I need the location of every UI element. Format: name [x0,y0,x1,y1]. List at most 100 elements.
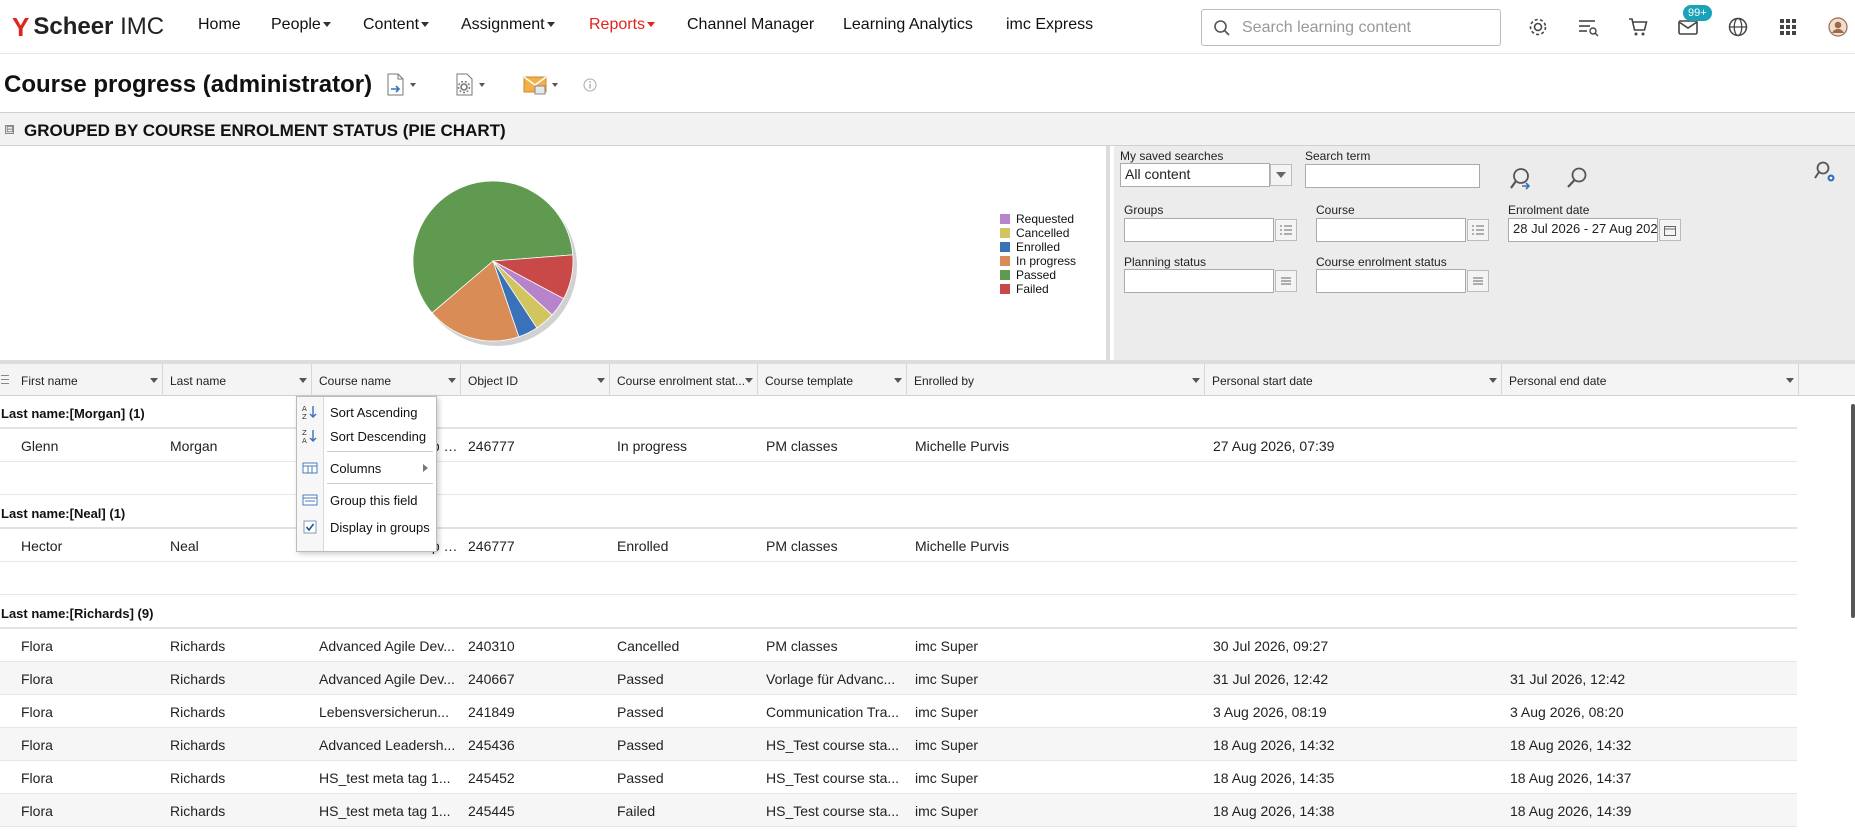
column-menu-chevron-icon[interactable] [745,378,753,383]
planning-status-input[interactable] [1124,269,1274,293]
nav-content[interactable]: Content [363,16,430,34]
saved-searches-select[interactable]: All content [1120,163,1270,187]
table-cell: 245452 [468,770,515,786]
column-header-course-name[interactable]: Course name [312,364,461,396]
table-row[interactable]: Flora Richards HS_test meta tag 1... 245445… [0,794,1797,827]
nav-reports[interactable]: Reports [589,16,656,34]
column-header-enrolled-by[interactable]: Enrolled by [907,364,1205,396]
table-cell: PM classes [766,538,838,554]
user-settings-icon[interactable] [1813,160,1837,189]
email-report-button[interactable] [523,72,558,98]
column-header-label: Course enrolment stat... [617,374,746,388]
search-input[interactable] [1242,17,1492,39]
group-row[interactable]: Last name:[Morgan] (1) [0,396,1797,429]
table-row[interactable]: Flora Richards Advanced Agile Dev... 240310… [0,629,1797,662]
nav-channel-manager[interactable]: Channel Manager [687,16,815,33]
course-enrolment-status-input[interactable] [1316,269,1466,293]
column-menu-chevron-icon[interactable] [597,378,605,383]
column-menu-chevron-icon[interactable] [894,378,902,383]
table-cell: Communication Tra... [766,704,900,720]
search-term-input[interactable] [1305,164,1480,188]
table-cell: In progress [617,438,688,454]
pie-slice-in-progress[interactable] [431,260,520,342]
groups-picker-button[interactable] [1275,219,1297,241]
table-cell: 18 Aug 2026, 14:37 [1510,770,1632,786]
checkbox-checked-icon[interactable] [302,519,318,535]
column-header-personal-end-date[interactable]: Personal end date [1502,364,1799,396]
table-row[interactable]: Flora Richards HS_test meta tag 1... 245452… [0,761,1797,794]
course-input[interactable] [1316,218,1466,242]
column-menu-chevron-icon[interactable] [1786,378,1794,383]
groups-input[interactable] [1124,218,1274,242]
menu-display-in-groups[interactable]: Display in groups [297,514,436,540]
legend-label: In progress [1016,254,1077,268]
collapse-toggle-icon[interactable]: ⊟ [5,124,14,134]
calendar-button[interactable] [1659,219,1681,241]
group-row[interactable]: Last name:[Richards] (9) [0,596,1797,629]
nav-home[interactable]: Home [198,16,241,33]
sort-ascending-icon: AZ [302,405,317,420]
nav-imc-express[interactable]: imc Express [1006,16,1094,33]
vertical-scrollbar[interactable] [1851,404,1855,618]
apps-grid-icon[interactable] [1775,14,1801,40]
report-settings-button[interactable] [454,72,485,98]
info-icon[interactable] [583,72,597,98]
pie-slice-passed[interactable] [412,180,574,314]
nav-assignment[interactable]: Assignment [461,16,555,34]
nav-learning-analytics[interactable]: Learning Analytics [843,16,973,33]
planning-status-picker-button[interactable] [1275,270,1297,292]
export-button[interactable] [385,72,416,98]
notification-badge: 99+ [1683,5,1712,21]
legend-swatch [1000,214,1010,224]
logo-mark-icon: Y [12,12,30,42]
list-search-icon[interactable] [1575,14,1601,40]
groups-label: Groups [1124,203,1164,217]
advanced-search-icon[interactable] [1508,166,1534,197]
column-header-course-enrolment-stat[interactable]: Course enrolment stat... [610,364,758,396]
search-icon[interactable] [1565,166,1589,195]
cart-icon[interactable] [1625,14,1651,40]
column-menu-chevron-icon[interactable] [299,378,307,383]
gear-icon[interactable] [1525,14,1551,40]
table-row[interactable]: GlennMorganModern Leadership f...246777I… [0,429,1797,462]
pie-slice-failed[interactable] [491,254,574,300]
enrolment-date-input[interactable]: 28 Jul 2026 - 27 Aug 2026 [1508,218,1658,242]
menu-columns[interactable]: Columns [297,455,436,481]
column-header-first-name[interactable]: First name [14,364,163,396]
column-menu-chevron-icon[interactable] [1192,378,1200,383]
pane-splitter[interactable] [0,360,1855,364]
column-header-personal-start-date[interactable]: Personal start date [1205,364,1502,396]
table-row[interactable]: Flora Richards Advanced Leadersh... 245436 P… [0,728,1797,761]
chevron-down-icon [647,22,656,28]
column-menu-chevron-icon[interactable] [1489,378,1497,383]
avatar[interactable] [1825,14,1851,40]
svg-text:Z: Z [302,413,307,420]
table-cell: Hector [21,538,63,554]
table-row[interactable]: HectorNealModern Leadership f...246777En… [0,529,1797,562]
search-box [1201,9,1501,46]
column-header-course-template[interactable]: Course template [758,364,907,396]
column-header-last-name[interactable]: Last name [163,364,312,396]
group-spacer-row [0,562,1797,595]
course-enrolment-status-picker-button[interactable] [1467,270,1489,292]
grid-menu-handle-icon[interactable] [1,375,9,384]
table-row[interactable]: Flora Richards Advanced Agile Dev... 240667… [0,662,1797,695]
saved-searches-dropdown-button[interactable] [1270,164,1292,186]
table-cell: Richards [170,671,226,687]
column-menu-chevron-icon[interactable] [448,378,456,383]
calendar-icon [1664,225,1676,236]
scheer-imc-logo[interactable]: Y Scheer IMC [12,12,164,42]
globe-icon[interactable] [1725,14,1751,40]
column-header-object-id[interactable]: Object ID [461,364,610,396]
nav-people[interactable]: People [271,16,331,34]
table-row[interactable]: Flora Richards Lebensversicherun... 241849 P… [0,695,1797,728]
column-menu-chevron-icon[interactable] [150,378,158,383]
menu-group-this-field[interactable]: Group this field [297,487,436,513]
legend-label: Requested [1016,212,1075,226]
course-picker-button[interactable] [1467,219,1489,241]
chart-pane [0,146,1110,360]
group-row[interactable]: Last name:[Neal] (1) [0,496,1797,529]
mail-icon[interactable] [1675,14,1701,40]
